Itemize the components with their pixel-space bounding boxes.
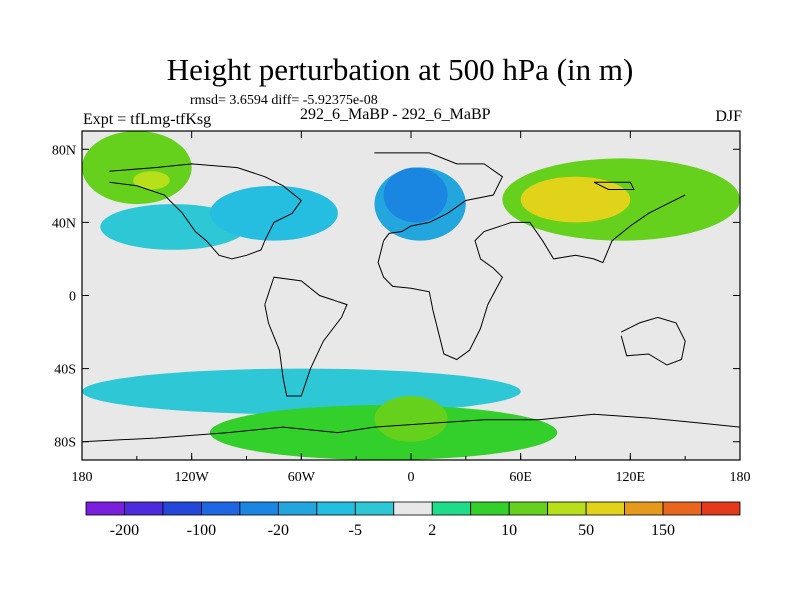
x-tick-label: 60E — [509, 470, 532, 485]
coastline-segment — [620, 316, 686, 366]
colorbar-box — [662, 501, 702, 516]
coastline-segment — [593, 181, 635, 190]
y-tick-label: 40N — [52, 216, 76, 231]
colorbar-box — [470, 501, 510, 516]
case-comparison-label: 292_6_MaBP - 292_6_MaBP — [300, 106, 491, 123]
colorbar-box — [354, 501, 395, 516]
coastline-outline — [82, 152, 740, 443]
colorbar-box — [431, 501, 472, 516]
contour-region-north-pacific-negative — [100, 204, 247, 250]
colorbar-label: 2 — [428, 522, 436, 539]
colorbar-box — [508, 501, 549, 516]
colorbar-box — [316, 501, 356, 516]
colorbar-box — [547, 501, 587, 516]
colorbar-box — [393, 501, 433, 516]
chart-title: Height perturbation at 500 hPa (in m) — [166, 52, 634, 87]
x-tick-label: 180 — [730, 470, 751, 485]
colorbar-label: 10 — [501, 522, 517, 539]
y-tick-label: 80N — [52, 143, 76, 158]
contour-region-asia-core-positive — [520, 176, 631, 223]
y-tick-label: 80S — [54, 436, 76, 451]
colorbar-label: 150 — [651, 522, 675, 539]
coastline-segment — [82, 413, 740, 443]
colorbar-box — [624, 501, 664, 516]
colorbar-label: -200 — [110, 522, 139, 539]
x-tick-label: 180 — [72, 470, 93, 485]
colorbar-box — [124, 501, 164, 516]
colorbar-label: -100 — [187, 522, 216, 539]
contour-region-north-pacific-west-positive — [82, 131, 192, 205]
season-label: DJF — [715, 108, 742, 125]
y-tick-label: 40S — [54, 363, 76, 378]
y-tick-label: 0 — [69, 290, 76, 305]
colorbar-box — [85, 501, 125, 516]
colorbar-box — [277, 501, 318, 516]
colorbar-label: 50 — [578, 522, 594, 539]
contour-region-north-america-negative — [209, 185, 338, 241]
coastline-segment — [377, 194, 686, 361]
colorbar-box — [585, 501, 625, 516]
colorbar-box — [201, 501, 241, 516]
colorbar-label: -5 — [349, 522, 362, 539]
coastline-segment — [374, 152, 504, 242]
x-tick-label: 60W — [288, 470, 316, 485]
rmsd-diff-stats: rmsd= 3.6594 diff= -5.92375e-08 — [190, 93, 378, 108]
contour-region-southern-midlatitude-negative — [82, 368, 521, 415]
colorbar-label: -20 — [268, 522, 289, 539]
contour-region-north-atlantic-core-negative — [383, 167, 448, 223]
contour-region-southern-core-positive — [374, 396, 448, 442]
x-tick-label: 0 — [408, 470, 415, 485]
colorbar-box — [162, 501, 202, 516]
x-tick-label: 120E — [616, 470, 646, 485]
colorbar-box — [239, 501, 279, 516]
x-tick-label: 120W — [175, 470, 210, 485]
experiment-label: Expt = tfLmg-tfKsg — [83, 111, 212, 128]
coastline-segment — [264, 276, 348, 397]
colorbar-box — [701, 501, 741, 516]
coastline-segment — [109, 163, 302, 260]
contour-region-north-pacific-core-positive — [133, 171, 170, 190]
